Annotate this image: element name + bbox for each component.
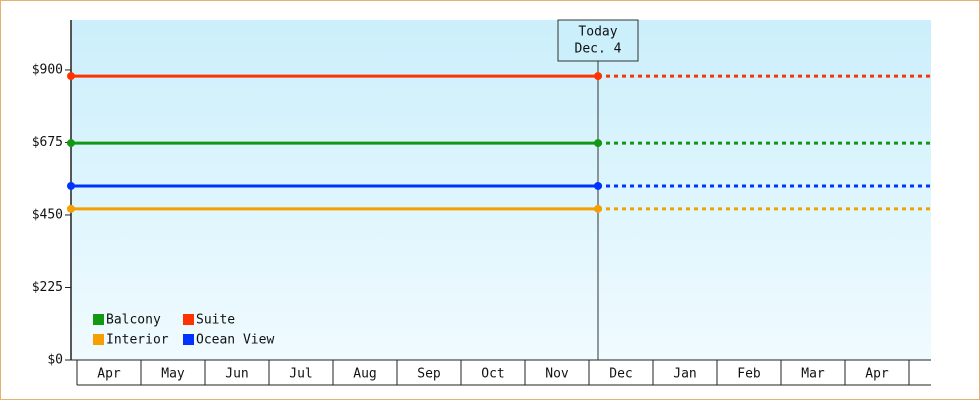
legend-label: Interior (106, 333, 169, 348)
legend-swatch (93, 334, 104, 345)
point (67, 139, 75, 148)
x-tick-label: Apr (97, 367, 121, 382)
today-box (557, 19, 639, 62)
y-tick-label: $225 (32, 280, 63, 295)
point (594, 204, 602, 213)
point (67, 72, 75, 81)
today-label: Today (578, 25, 617, 40)
legend-swatch (93, 314, 104, 325)
legend-label: Balcony (106, 313, 161, 328)
y-tick-label: $675 (32, 135, 63, 150)
point (594, 72, 602, 81)
point (67, 181, 75, 190)
x-tick-label: Jun (225, 367, 248, 382)
y-tick-label: $0 (47, 353, 63, 368)
legend-label: Suite (196, 313, 235, 328)
x-tick-label: Jan (673, 367, 696, 382)
point (594, 139, 602, 148)
point (67, 204, 75, 213)
y-tick-label: $900 (32, 62, 63, 77)
today-label: Dec. 4 (575, 42, 622, 57)
y-tick-label: $450 (32, 207, 63, 222)
legend-label: Ocean View (196, 333, 274, 348)
x-tick-label: Nov (545, 367, 569, 382)
x-tick-label: Mar (801, 367, 825, 382)
plot-area (71, 20, 931, 360)
x-tick-label: May (161, 367, 185, 382)
x-tick-label: Jul (289, 367, 312, 382)
legend-swatch (183, 314, 194, 325)
x-tick-label: Feb (737, 367, 761, 382)
legend-swatch (183, 334, 194, 345)
point (594, 181, 602, 190)
x-tick-label: Sep (417, 367, 441, 382)
x-tick-label: Apr (865, 367, 889, 382)
x-tick-label: Oct (481, 367, 504, 382)
x-tick-label: Aug (353, 367, 376, 382)
x-tick-label: Dec (609, 367, 632, 382)
